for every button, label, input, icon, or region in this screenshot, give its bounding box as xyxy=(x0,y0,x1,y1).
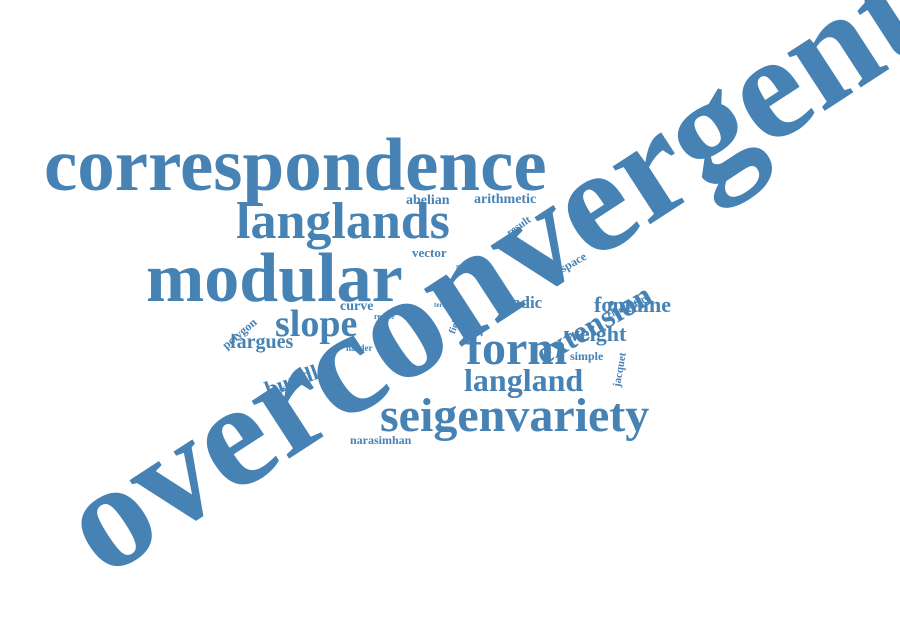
word-fargues: fargues xyxy=(230,331,294,353)
word-slope: slope xyxy=(275,303,358,345)
word-seigenvariety: seigenvariety xyxy=(380,389,650,442)
word-term: term xyxy=(434,301,449,309)
word-fontaine: fontaine xyxy=(594,292,671,317)
word-correspondence: correspondence xyxy=(44,124,547,207)
word-langland: langland xyxy=(464,362,584,398)
word-recipe: recipe xyxy=(374,312,395,321)
word-curve: curve xyxy=(340,299,374,314)
word-weight: weight xyxy=(564,321,627,346)
word-group: group xyxy=(456,262,477,271)
word-narasimhan: narasimhan xyxy=(350,433,412,447)
word-simple: simple xyxy=(570,349,604,363)
word-arithmetic: arithmetic xyxy=(474,192,537,207)
word-form: form xyxy=(466,322,568,375)
word-jacquet: jacquet xyxy=(611,351,629,388)
word-modular: modular xyxy=(146,240,403,317)
word-harder: harder xyxy=(346,343,373,353)
word-vector: vector xyxy=(412,245,447,260)
word-langlands: langlands xyxy=(236,193,450,250)
word-adic: adic xyxy=(512,293,543,312)
word-abelian: abelian xyxy=(406,193,450,208)
